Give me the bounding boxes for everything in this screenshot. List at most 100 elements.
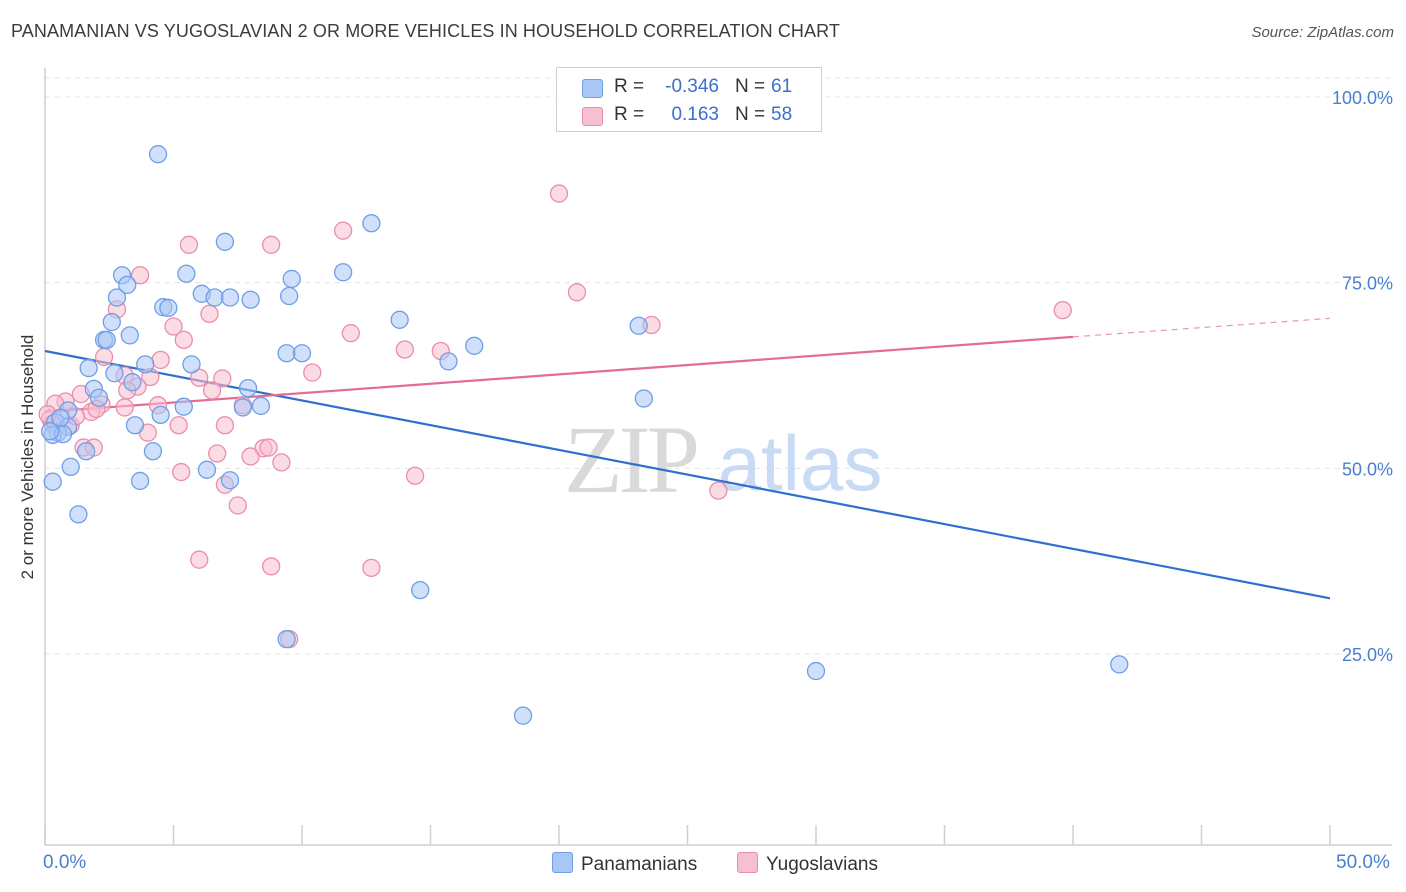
point-yugoslavians [169, 416, 188, 435]
point-panamanians [182, 355, 201, 374]
point-panamanians [215, 232, 235, 251]
point-panamanians [61, 457, 80, 476]
legend-n-value: 58 [771, 104, 793, 125]
legend-swatch-yugoslavians [582, 107, 603, 126]
point-panamanians [233, 398, 253, 417]
legend-n-value: 61 [771, 76, 793, 97]
point-panamanians [51, 408, 70, 427]
point-yugoslavians [202, 381, 222, 400]
point-panamanians [136, 355, 155, 374]
point-yugoslavians [190, 550, 209, 569]
bottom-legend-panamanians: Panamanians [552, 852, 697, 876]
legend-row-panamanians: R = -0.346 N = 61 [557, 72, 821, 100]
stats-legend: R = -0.346 N = 61 R = 0.163 N = 58 [556, 67, 822, 132]
point-yugoslavians [362, 558, 381, 578]
point-panamanians [130, 471, 150, 491]
point-yugoslavians [241, 447, 260, 466]
point-yugoslavians [567, 283, 587, 302]
chart-title: PANAMANIAN VS YUGOSLAVIAN 2 OR MORE VEHI… [11, 21, 841, 41]
axes [44, 68, 1392, 846]
point-yugoslavians [151, 350, 170, 370]
point-panamanians [69, 505, 88, 524]
point-panamanians [220, 288, 240, 307]
legend-swatch-panamanians [582, 79, 603, 98]
bottom-legend-label-yugoslavians: Yugoslavians [766, 854, 878, 875]
point-panamanians [279, 286, 299, 306]
point-panamanians [102, 312, 121, 332]
point-panamanians [174, 397, 193, 416]
point-yugoslavians [262, 557, 281, 576]
watermark-atlas: atlas [718, 419, 883, 507]
point-panamanians [148, 145, 168, 164]
legend-row-yugoslavians: R = 0.163 N = 58 [557, 100, 821, 128]
point-yugoslavians [549, 184, 569, 203]
legend-n-label: N = [735, 104, 766, 125]
point-yugoslavians [228, 496, 247, 515]
point-panamanians [123, 373, 142, 392]
point-panamanians [439, 352, 458, 371]
point-yugoslavians [259, 438, 278, 457]
point-panamanians [197, 460, 217, 479]
point-panamanians [177, 264, 196, 283]
bottom-legend-swatch-panamanians [552, 852, 573, 873]
point-yugoslavians [262, 235, 281, 254]
point-panamanians [362, 214, 381, 233]
point-panamanians [411, 580, 430, 600]
point-yugoslavians [115, 398, 134, 417]
point-panamanians [241, 290, 260, 309]
point-yugoslavians [405, 466, 425, 485]
point-panamanians [292, 344, 312, 363]
point-yugoslavians [215, 416, 235, 435]
point-panamanians [251, 396, 271, 416]
point-panamanians [120, 326, 139, 345]
bottom-legend-swatch-yugoslavians [737, 852, 758, 873]
point-yugoslavians [709, 481, 728, 500]
point-yugoslavians [174, 330, 193, 350]
y-tick-label: 50.0% [1342, 459, 1393, 479]
point-panamanians [333, 263, 353, 282]
y-tick-label: 25.0% [1342, 645, 1393, 665]
point-panamanians [513, 706, 533, 725]
trend-lines [44, 317, 1331, 600]
point-panamanians [806, 661, 826, 681]
x-min-label: 0.0% [43, 852, 87, 873]
point-panamanians [390, 310, 409, 329]
source-credit: Source: ZipAtlas.com [1251, 24, 1394, 41]
gridlines [45, 77, 1392, 655]
x-max-label: 50.0% [1336, 852, 1390, 873]
point-panamanians [143, 442, 163, 461]
legend-r-label: R = [614, 76, 645, 97]
point-panamanians [79, 358, 98, 378]
point-panamanians [89, 388, 109, 407]
point-panamanians [220, 471, 240, 490]
point-yugoslavians [333, 221, 353, 240]
point-yugoslavians [208, 444, 227, 463]
trend-line-extension [1072, 317, 1331, 338]
point-panamanians [107, 288, 127, 307]
point-yugoslavians [94, 347, 114, 367]
point-yugoslavians [130, 266, 150, 285]
point-panamanians [118, 275, 137, 295]
point-panamanians [76, 442, 96, 461]
point-panamanians [205, 288, 224, 307]
y-tick-label: 100.0% [1332, 88, 1393, 108]
point-yugoslavians [164, 317, 183, 336]
point-panamanians [629, 316, 648, 335]
point-yugoslavians [303, 363, 322, 382]
point-yugoslavians [179, 235, 199, 254]
legend-n-label: N = [735, 76, 766, 97]
y-tick-label: 75.0% [1342, 274, 1393, 294]
legend-r-value: 0.163 [671, 104, 719, 125]
point-yugoslavians [341, 324, 360, 343]
data-points [38, 145, 1129, 725]
point-panamanians [634, 389, 653, 408]
point-yugoslavians [1053, 300, 1072, 320]
point-yugoslavians [172, 462, 191, 482]
point-panamanians [465, 336, 484, 355]
point-panamanians [43, 472, 62, 491]
point-panamanians [282, 269, 301, 289]
point-panamanians [105, 364, 124, 383]
point-panamanians [277, 629, 296, 649]
legend-r-label: R = [614, 104, 645, 125]
